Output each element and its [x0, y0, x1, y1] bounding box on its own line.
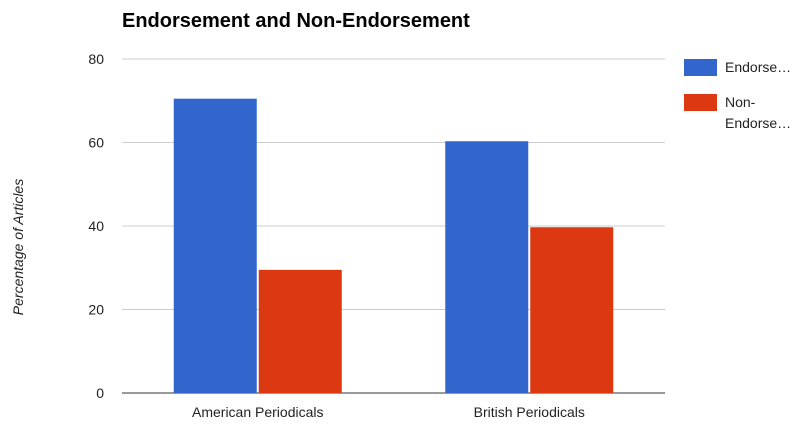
legend-label: Endorse…	[725, 115, 791, 131]
legend-label: Non-	[725, 94, 756, 110]
bars	[173, 98, 614, 393]
x-axis-ticks: American Periodicals British Periodicals	[192, 404, 585, 420]
bar-non-endorsement-1[interactable]	[530, 227, 614, 393]
x-tick-label: American Periodicals	[192, 404, 324, 420]
bar-endorsement-0[interactable]	[173, 98, 257, 393]
legend-item-endorsement[interactable]: Endorse…	[684, 59, 791, 76]
y-tick-label: 20	[88, 302, 104, 318]
x-tick-label: British Periodicals	[474, 404, 585, 420]
chart-title: Endorsement and Non-Endorsement	[122, 10, 470, 32]
y-tick-label: 40	[88, 218, 104, 234]
y-tick-label: 0	[96, 385, 104, 401]
y-tick-label: 60	[88, 135, 104, 151]
bar-endorsement-1[interactable]	[445, 141, 529, 393]
y-tick-label: 80	[88, 51, 104, 67]
y-axis-ticks: 0 20 40 60 80	[88, 51, 104, 401]
legend-item-non-endorsement[interactable]: Non- Endorse…	[684, 94, 791, 131]
y-axis-label: Percentage of Articles	[10, 179, 26, 315]
legend[interactable]: Endorse… Non- Endorse…	[684, 59, 791, 131]
legend-swatch	[684, 59, 717, 76]
legend-label: Endorse…	[725, 59, 791, 75]
bar-non-endorsement-0[interactable]	[258, 269, 342, 393]
legend-swatch	[684, 94, 717, 111]
